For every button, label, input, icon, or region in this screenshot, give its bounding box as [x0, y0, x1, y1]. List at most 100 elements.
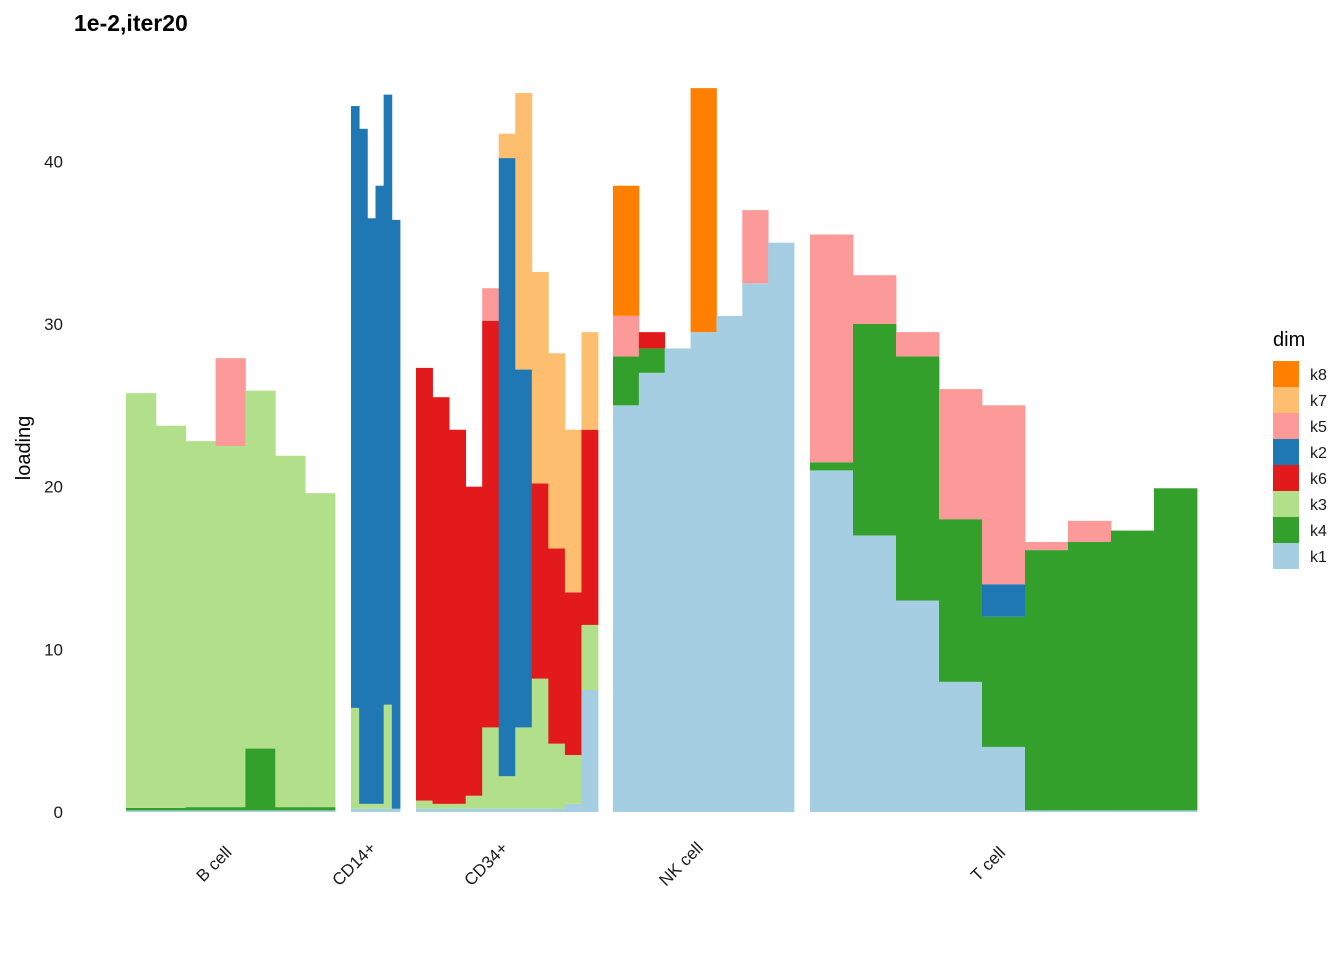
bar-segment-k5: [215, 358, 246, 446]
bar-segment-k3: [482, 727, 500, 809]
legend-label-k5: k5: [1310, 419, 1327, 436]
bar-segment-k4: [1154, 488, 1198, 811]
bar-segment-k1: [768, 242, 795, 813]
group-1: [351, 94, 401, 812]
bar-segment-k1: [716, 315, 743, 812]
bar-segment-k4: [215, 807, 246, 811]
chart-title: 1e-2,iter20: [74, 10, 188, 36]
bar-segment-k5: [1068, 520, 1112, 542]
bar-segment-k6: [531, 483, 549, 679]
bar-segment-k1: [155, 810, 187, 812]
bar-segment-k4: [1111, 530, 1155, 811]
bar-segment-k5: [896, 332, 940, 357]
bar-segment-k4: [275, 807, 306, 811]
bar-segment-k3: [305, 493, 336, 808]
bar-segment-k2: [391, 219, 401, 809]
bar-segment-k4: [245, 748, 276, 811]
bar-segment-k1: [1154, 810, 1198, 812]
bar-segment-k1: [896, 600, 940, 812]
x-axis: B cell CD14+ CD34+ NK cell T cell: [193, 838, 1009, 890]
bar-segment-k1: [1068, 810, 1112, 812]
bar-segment-k3: [367, 803, 376, 809]
bar-segment-k5: [1025, 541, 1069, 551]
y-tick-label: 20: [44, 478, 63, 497]
bar-segment-k3: [564, 755, 582, 804]
bar-segment-k4: [613, 356, 640, 406]
bar-segment-k1: [391, 808, 401, 812]
bar-segment-k3: [155, 425, 187, 808]
bar-segment-k1: [531, 808, 549, 812]
legend-label-k1: k1: [1310, 549, 1327, 566]
bar-segment-k1: [416, 808, 433, 812]
x-tick-label: B cell: [193, 843, 236, 886]
group-0: [126, 358, 336, 812]
legend-label-k4: k4: [1310, 523, 1327, 540]
bar-segment-k5: [613, 315, 640, 357]
bar-segment-k1: [185, 810, 216, 812]
bar-segment-k3: [449, 803, 467, 809]
bar-segment-k5: [482, 288, 500, 321]
bar-segment-k2: [367, 218, 376, 804]
bar-segment-k3: [432, 803, 450, 809]
bar-segment-k5: [982, 405, 1026, 585]
legend-label-k7: k7: [1310, 393, 1327, 410]
x-tick-label: CD14+: [329, 838, 380, 889]
bar-segment-k1: [664, 348, 691, 812]
legend-label-k2: k2: [1310, 445, 1327, 462]
bar-segment-k7: [531, 271, 549, 484]
bar-segment-k7: [564, 429, 582, 593]
legend-label-k6: k6: [1310, 471, 1327, 488]
bar-segment-k1: [853, 535, 897, 812]
bar-segment-k2: [351, 106, 360, 708]
bar-segment-k7: [498, 133, 516, 159]
bar-segment-k3: [275, 455, 306, 808]
group-2: [416, 93, 599, 812]
bar-segment-k6: [564, 592, 582, 756]
bar-segment-k5: [939, 389, 983, 520]
group-3: [613, 88, 795, 813]
bar-segment-k6: [638, 332, 666, 349]
bar-segment-k4: [853, 324, 897, 536]
bar-segment-k3: [215, 446, 246, 808]
bar-segment-k4: [185, 807, 216, 811]
legend-swatch-k1: [1273, 543, 1299, 569]
x-tick-label: CD34+: [461, 838, 512, 889]
bar-segment-k1: [359, 808, 368, 812]
bar-segment-k1: [215, 810, 246, 812]
bar-segment-k4: [1068, 541, 1112, 811]
bar-segment-k1: [564, 803, 582, 812]
legend-swatch-k5: [1273, 413, 1299, 439]
bar-segment-k4: [638, 348, 666, 373]
bar-segment-k4: [982, 616, 1026, 747]
bar-segment-k3: [581, 624, 599, 690]
bar-segment-k3: [531, 678, 549, 809]
legend-swatch-k6: [1273, 465, 1299, 491]
bar-segment-k8: [613, 185, 640, 316]
bar-segment-k5: [853, 275, 897, 324]
group-4: [810, 234, 1198, 812]
bar-segment-k1: [375, 808, 385, 812]
bar-segment-k3: [548, 743, 566, 809]
bar-segment-k2: [515, 369, 533, 728]
bar-segment-k1: [432, 808, 450, 812]
bar-segment-k3: [498, 776, 516, 809]
bar-segment-k1: [449, 808, 467, 812]
bar-segment-k1: [581, 690, 599, 812]
bar-segment-k3: [416, 800, 433, 809]
y-tick-label: 10: [44, 640, 63, 659]
bar-segment-k1: [245, 810, 276, 812]
legend: dim k8 k7 k5 k2 k6 k3 k4 k1: [1273, 329, 1327, 569]
bar-segment-k4: [810, 462, 854, 471]
bar-segment-k1: [305, 810, 336, 812]
y-axis: 0 10 20 30 40: [44, 152, 63, 822]
bar-segment-k1: [810, 470, 854, 812]
bar-segment-k1: [613, 405, 640, 812]
bar-segment-k1: [1025, 810, 1069, 812]
y-tick-label: 40: [44, 152, 63, 171]
bar-segment-k7: [515, 93, 533, 370]
bar-segment-k6: [432, 397, 450, 804]
x-tick-label: NK cell: [655, 838, 707, 890]
y-tick-label: 30: [44, 315, 63, 334]
legend-swatch-k4: [1273, 517, 1299, 543]
legend-label-k8: k8: [1310, 367, 1327, 384]
